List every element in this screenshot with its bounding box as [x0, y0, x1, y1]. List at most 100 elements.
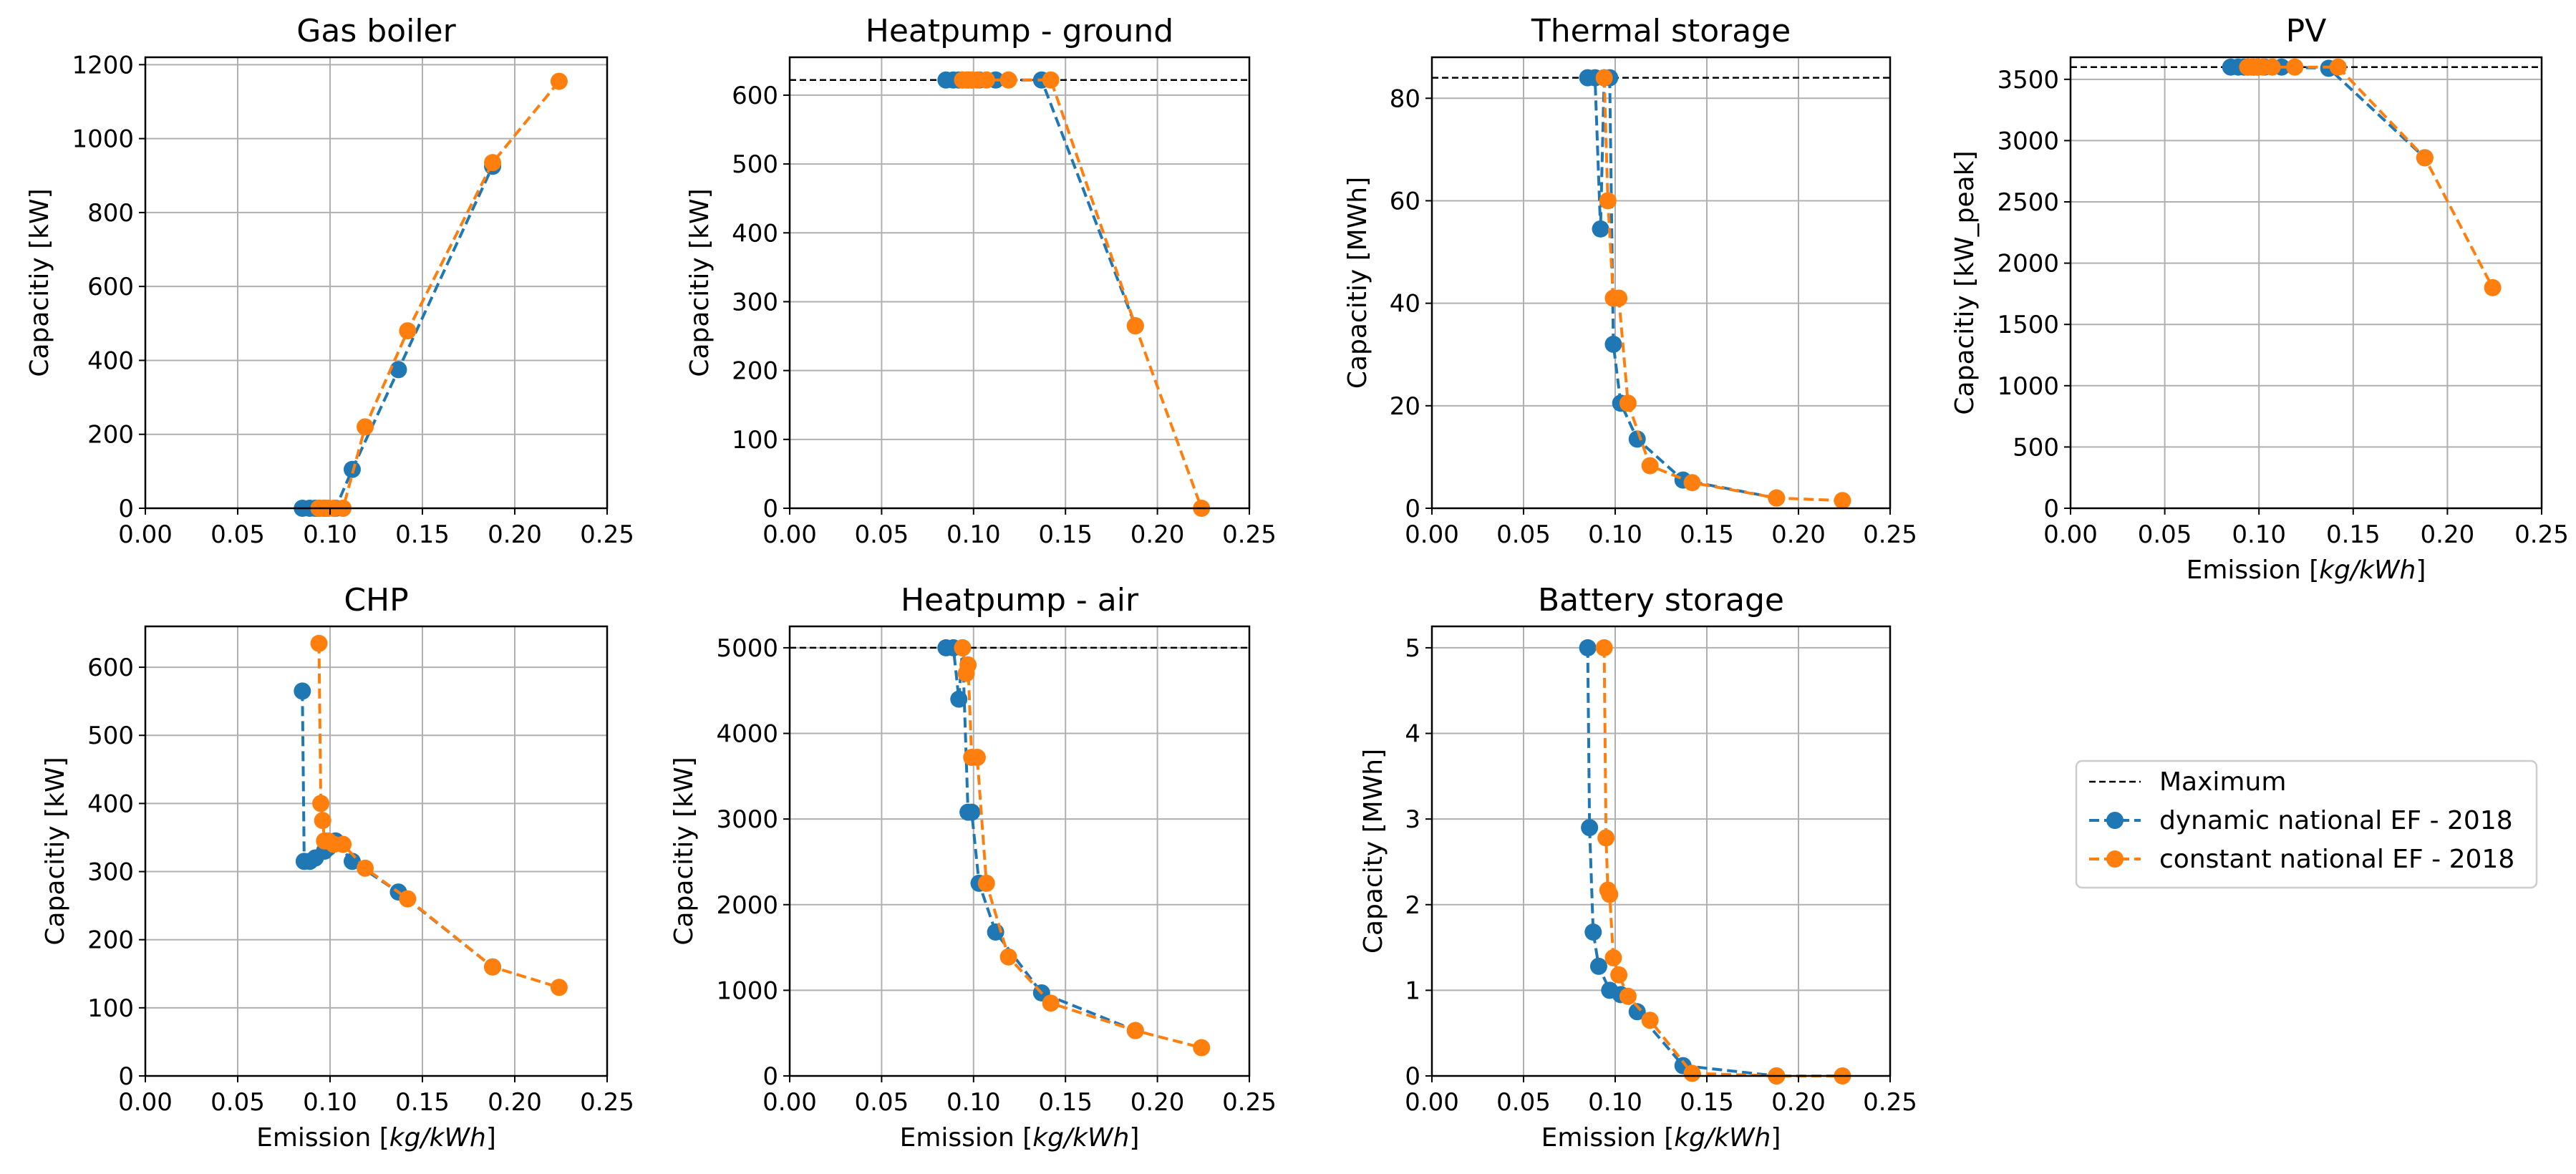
series-line-constant [319, 80, 561, 510]
data-point-constant [399, 890, 417, 908]
x-tick-label: 0.25 [1222, 520, 1277, 549]
x-tick-label: 0.15 [1038, 520, 1093, 549]
y-tick-label: 600 [87, 273, 134, 301]
x-tick-label: 0.05 [855, 520, 909, 549]
chart-title: PV [2286, 13, 2327, 49]
data-point-constant [1683, 474, 1701, 492]
y-tick-label: 0 [118, 1062, 134, 1091]
y-axis-label: Capacitiy [kW] [41, 757, 70, 945]
y-tick-label: 400 [87, 790, 134, 818]
chart-panel-thermal-storage: 0.00 0.05 0.10 0.15 0.20 0.25 0 20 40 60 80 Thermal… [1343, 13, 1917, 549]
x-tick-label: 0.00 [1405, 520, 1459, 549]
y-tick-label: 3500 [1997, 66, 2059, 94]
data-point-constant [1604, 949, 1622, 966]
data-point-dynamic [963, 803, 981, 821]
chart-title: Heatpump - ground [866, 13, 1174, 49]
data-point-constant [1683, 1064, 1701, 1082]
x-tick-label: 0.00 [2043, 520, 2098, 549]
y-tick-label: 200 [732, 357, 778, 386]
data-point-constant [2286, 58, 2304, 76]
data-point-dynamic [1579, 639, 1597, 656]
x-tick-label: 0.15 [1680, 1088, 1734, 1117]
x-tick-label: 0.10 [1588, 520, 1642, 549]
x-tick-label: 0.10 [946, 520, 1001, 549]
y-tick-label: 400 [732, 219, 778, 248]
data-point-dynamic [343, 853, 361, 870]
data-point-constant [1768, 489, 1786, 507]
x-tick-label: 0.10 [2232, 520, 2286, 549]
data-point-constant [1126, 1022, 1144, 1039]
x-tick-label: 0.25 [1863, 1088, 1917, 1117]
y-axis-label: Capacity [MWh] [1359, 749, 1388, 954]
x-tick-label: 0.15 [395, 1088, 450, 1117]
data-point-constant [968, 749, 986, 767]
y-tick-label: 20 [1390, 392, 1420, 421]
y-tick-label: 100 [732, 426, 778, 455]
x-tick-label: 0.05 [2138, 520, 2192, 549]
chart-title: Gas boiler [296, 13, 456, 49]
chart-title: Heatpump - air [901, 582, 1139, 618]
x-tick-label: 0.00 [762, 520, 817, 549]
y-tick-label: 0 [1405, 1062, 1420, 1091]
data-point-constant [1619, 394, 1637, 412]
data-point-dynamic [1604, 335, 1622, 353]
chart-panel-chp: 0.00 0.05 0.10 0.15 0.20 0.25 0 100 200 300 400 500… [41, 582, 634, 1153]
series-line-dynamic [946, 646, 1136, 1032]
axes-frame [788, 625, 1251, 1077]
x-tick-label: 0.15 [395, 520, 450, 549]
y-tick-label: 800 [87, 199, 134, 228]
y-axis-label: Capacitiy [kW] [685, 188, 715, 377]
x-tick-label: 0.15 [2326, 520, 2381, 549]
data-point-constant [314, 812, 331, 830]
y-tick-label: 2500 [1997, 188, 2059, 217]
series-line-dynamic [301, 691, 494, 969]
x-tick-label: 0.20 [488, 520, 542, 549]
x-tick-label: 0.15 [1680, 520, 1734, 549]
axes-frame [1430, 625, 1892, 1077]
y-tick-label: 3 [1405, 805, 1420, 834]
x-axis-label: Emission [kg/kWh] [900, 1123, 1140, 1153]
legend-dynamic-marker [2106, 812, 2124, 829]
data-point-constant [2416, 149, 2434, 167]
y-tick-label: 600 [87, 654, 134, 682]
x-tick-label: 0.25 [1863, 520, 1917, 549]
y-tick-label: 3000 [716, 805, 778, 834]
data-point-constant [1126, 317, 1144, 335]
legend-constant-label: constant national EF - 2018 [2159, 845, 2514, 874]
chart-panel-heatpump-ground: 0.00 0.05 0.10 0.15 0.20 0.25 0 100 200 300 400 500… [685, 13, 1277, 549]
y-tick-label: 3000 [1997, 127, 2059, 155]
x-tick-label: 0.05 [1496, 1088, 1551, 1117]
y-tick-label: 80 [1390, 84, 1420, 113]
axes-frame [144, 56, 609, 510]
data-point-constant [550, 72, 568, 90]
series-line-dynamic [1586, 647, 1777, 1077]
y-tick-label: 1500 [1997, 311, 2059, 339]
data-point-dynamic [1584, 923, 1602, 941]
x-tick-label: 0.00 [118, 1088, 173, 1117]
x-tick-label: 0.00 [1405, 1088, 1459, 1117]
y-tick-label: 1000 [72, 125, 134, 154]
y-tick-label: 1 [1405, 976, 1420, 1005]
x-tick-label: 0.20 [1130, 520, 1185, 549]
x-tick-label: 0.10 [303, 520, 357, 549]
chart-panel-pv: 0.00 0.05 0.10 0.15 0.20 0.25 0 500 1000 1500 2000… [1950, 13, 2569, 585]
data-point-constant [334, 835, 352, 853]
data-point-constant [2329, 58, 2347, 76]
y-tick-label: 2000 [716, 891, 778, 920]
legend-box [2075, 760, 2538, 889]
y-tick-label: 0 [762, 495, 778, 523]
data-point-constant [1601, 886, 1619, 903]
y-tick-label: 1000 [1997, 372, 2059, 401]
data-point-constant [1599, 192, 1617, 210]
x-axis-label: Emission [kg/kWh] [1541, 1123, 1781, 1153]
data-point-constant [999, 71, 1017, 89]
y-tick-label: 500 [87, 722, 134, 750]
data-point-constant [1193, 1039, 1211, 1057]
y-tick-label: 1000 [716, 976, 778, 1005]
x-tick-label: 0.20 [1771, 1088, 1826, 1117]
axes-frame [2069, 56, 2543, 510]
x-tick-label: 0.15 [1038, 1088, 1093, 1117]
x-tick-label: 0.25 [580, 520, 634, 549]
data-point-constant [1597, 829, 1615, 847]
